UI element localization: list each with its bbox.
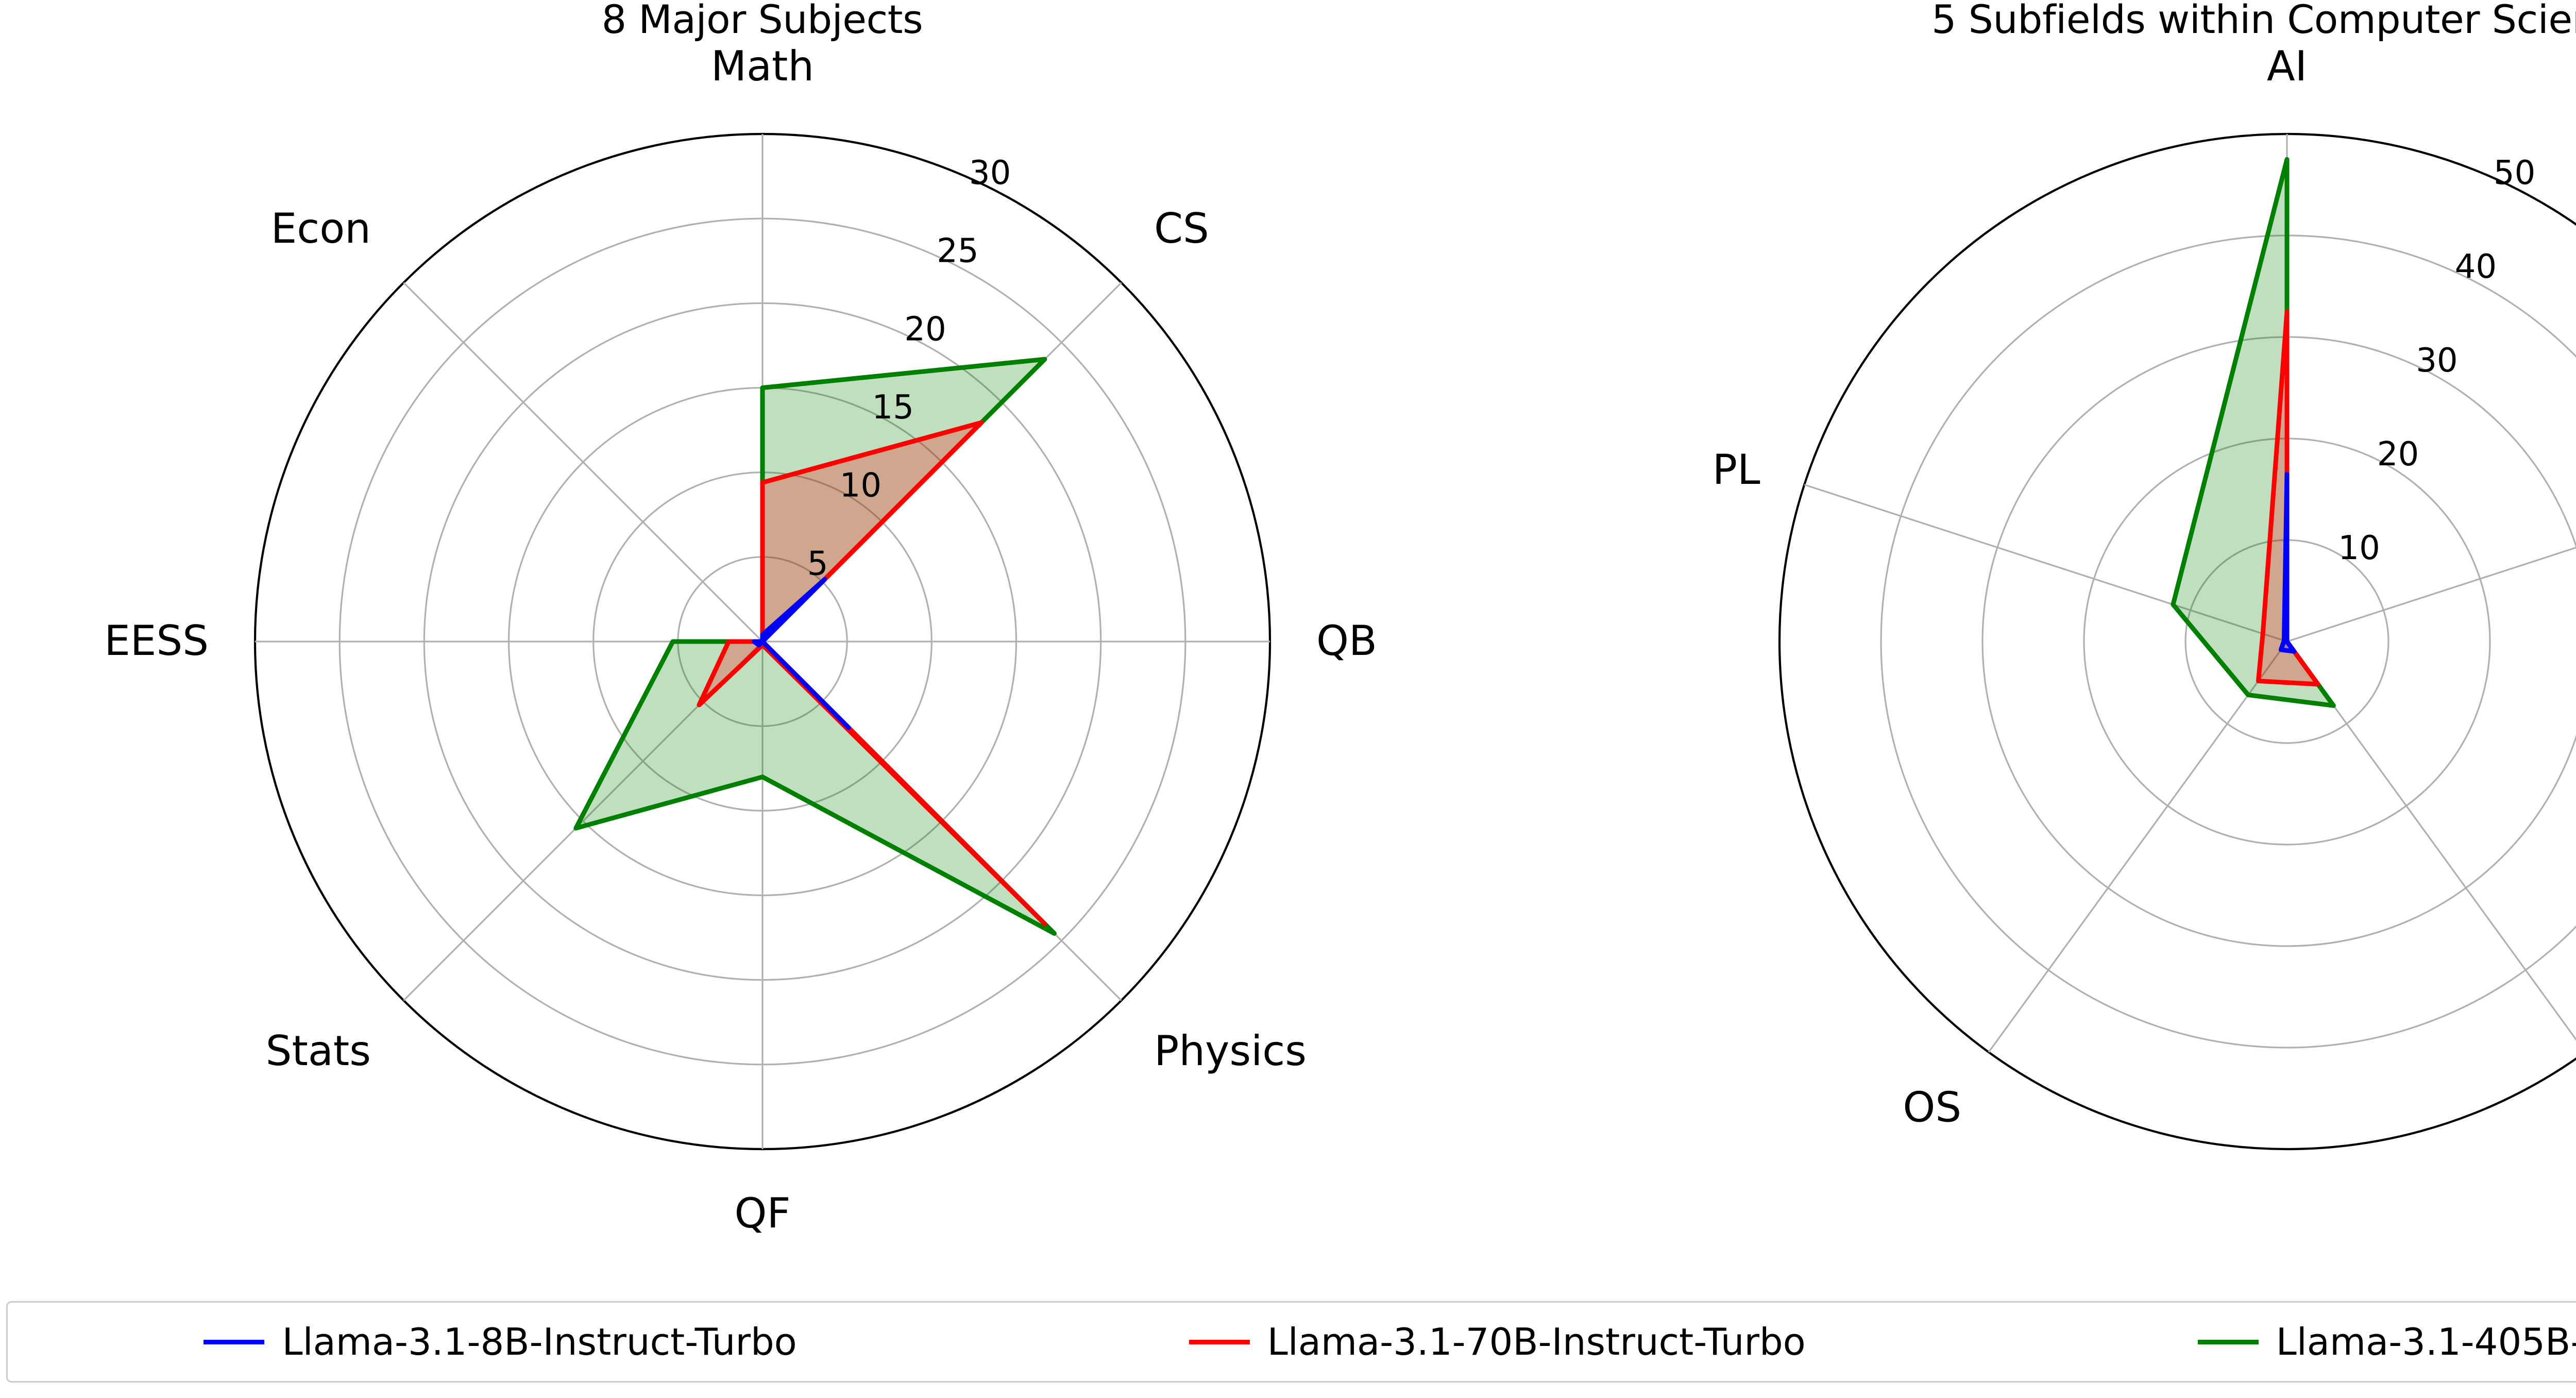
legend-label: Llama-3.1-70B-Instruct-Turbo	[1267, 1320, 1806, 1363]
axis-spoke	[1804, 484, 2287, 643]
axis-category-label: CS	[1154, 205, 1209, 252]
axis-category-label: OS	[1903, 1084, 1961, 1132]
chart-panel-major-subjects: 8 Major Subjects Math CS QB Physics QF Stats E…	[104, 0, 1377, 1237]
legend-swatch-icon	[1189, 1339, 1250, 1344]
series-polygon	[752, 577, 851, 730]
chart-panel-cs-subfields: 5 Subfields within Computer Science AIC&…	[1524, 0, 2576, 1262]
chart-title-left: 8 Major Subjects	[601, 0, 923, 42]
axis-spoke	[403, 282, 764, 643]
legend-item[interactable]: Llama-3.1-70B-Instruct-Turbo	[1189, 1320, 1806, 1363]
axis-category-label: Econ	[271, 205, 371, 252]
series-polygon	[2171, 157, 2336, 708]
legend-item[interactable]: Llama-3.1-405B-Instruct-Turbo	[2197, 1320, 2576, 1363]
legend-label: Llama-3.1-8B-Instruct-Turbo	[282, 1320, 797, 1363]
radial-tick-label: 50	[2494, 154, 2535, 192]
series-polygon	[573, 357, 1057, 936]
axis-category-label: AI	[2267, 42, 2307, 90]
series-polygon	[697, 420, 1047, 927]
radial-tick-label: 25	[937, 232, 978, 271]
axis-category-label: Stats	[266, 1027, 371, 1075]
axis-category-label: Physics	[1154, 1027, 1307, 1075]
axis-category-label: QF	[735, 1189, 791, 1237]
polar-axes-left: Math CS QB Physics QF Stats EESS Econ 5 10 15 20 25 3…	[104, 42, 1377, 1237]
axis-spoke	[1988, 641, 2288, 1053]
axis-spoke	[2286, 641, 2576, 1041]
radial-tick-label: 5	[807, 545, 828, 583]
legend: Llama-3.1-8B-Instruct-Turbo Llama-3.1-70…	[6, 1301, 2576, 1383]
legend-swatch-icon	[204, 1339, 265, 1344]
chart-title-right: 5 Subfields within Computer Science	[1931, 0, 2576, 42]
axis-category-label: EESS	[104, 617, 209, 665]
radial-tick-label: 30	[969, 154, 1011, 192]
radial-tick-label: 10	[840, 467, 882, 505]
legend-swatch-icon	[2197, 1339, 2259, 1344]
radial-tick-label: 30	[2416, 342, 2458, 380]
radial-tick-label: 20	[904, 310, 946, 348]
legend-label: Llama-3.1-405B-Instruct-Turbo	[2276, 1320, 2576, 1363]
series-polygon	[2278, 471, 2297, 654]
axis-category-label: Math	[711, 42, 814, 90]
radial-tick-label: 40	[2455, 248, 2497, 286]
legend-item[interactable]: Llama-3.1-8B-Instruct-Turbo	[204, 1320, 797, 1363]
radial-tick-label: 15	[872, 389, 914, 427]
axis-category-label: QB	[1316, 617, 1377, 665]
polar-axes-right: AIC&SDS&ALOSPL1020304050	[1713, 42, 2576, 1150]
radial-tick-label: 20	[2377, 435, 2419, 474]
axis-spoke	[2286, 547, 2576, 643]
axis-category-label: PL	[1713, 446, 1760, 494]
radial-tick-label: 10	[2338, 529, 2380, 567]
